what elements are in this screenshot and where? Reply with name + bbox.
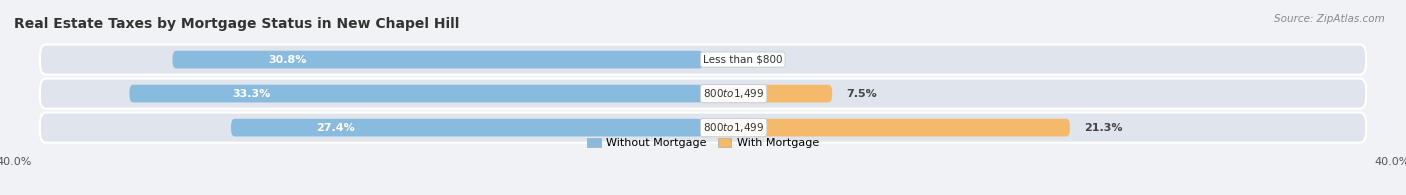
- Text: Less than $800: Less than $800: [703, 55, 783, 65]
- Text: 0.0%: 0.0%: [717, 55, 748, 65]
- FancyBboxPatch shape: [703, 119, 1070, 136]
- FancyBboxPatch shape: [39, 113, 1367, 143]
- Text: 33.3%: 33.3%: [233, 89, 271, 99]
- FancyBboxPatch shape: [703, 85, 832, 102]
- Legend: Without Mortgage, With Mortgage: Without Mortgage, With Mortgage: [582, 133, 824, 152]
- Text: Real Estate Taxes by Mortgage Status in New Chapel Hill: Real Estate Taxes by Mortgage Status in …: [14, 17, 460, 31]
- Text: 27.4%: 27.4%: [316, 123, 354, 133]
- FancyBboxPatch shape: [231, 119, 703, 136]
- FancyBboxPatch shape: [129, 85, 703, 102]
- Text: 21.3%: 21.3%: [1084, 123, 1122, 133]
- Text: 30.8%: 30.8%: [269, 55, 307, 65]
- FancyBboxPatch shape: [39, 79, 1367, 109]
- Text: $800 to $1,499: $800 to $1,499: [703, 87, 765, 100]
- FancyBboxPatch shape: [39, 44, 1367, 75]
- Text: Source: ZipAtlas.com: Source: ZipAtlas.com: [1274, 14, 1385, 24]
- Text: 7.5%: 7.5%: [846, 89, 877, 99]
- FancyBboxPatch shape: [173, 51, 703, 68]
- Text: $800 to $1,499: $800 to $1,499: [703, 121, 765, 134]
